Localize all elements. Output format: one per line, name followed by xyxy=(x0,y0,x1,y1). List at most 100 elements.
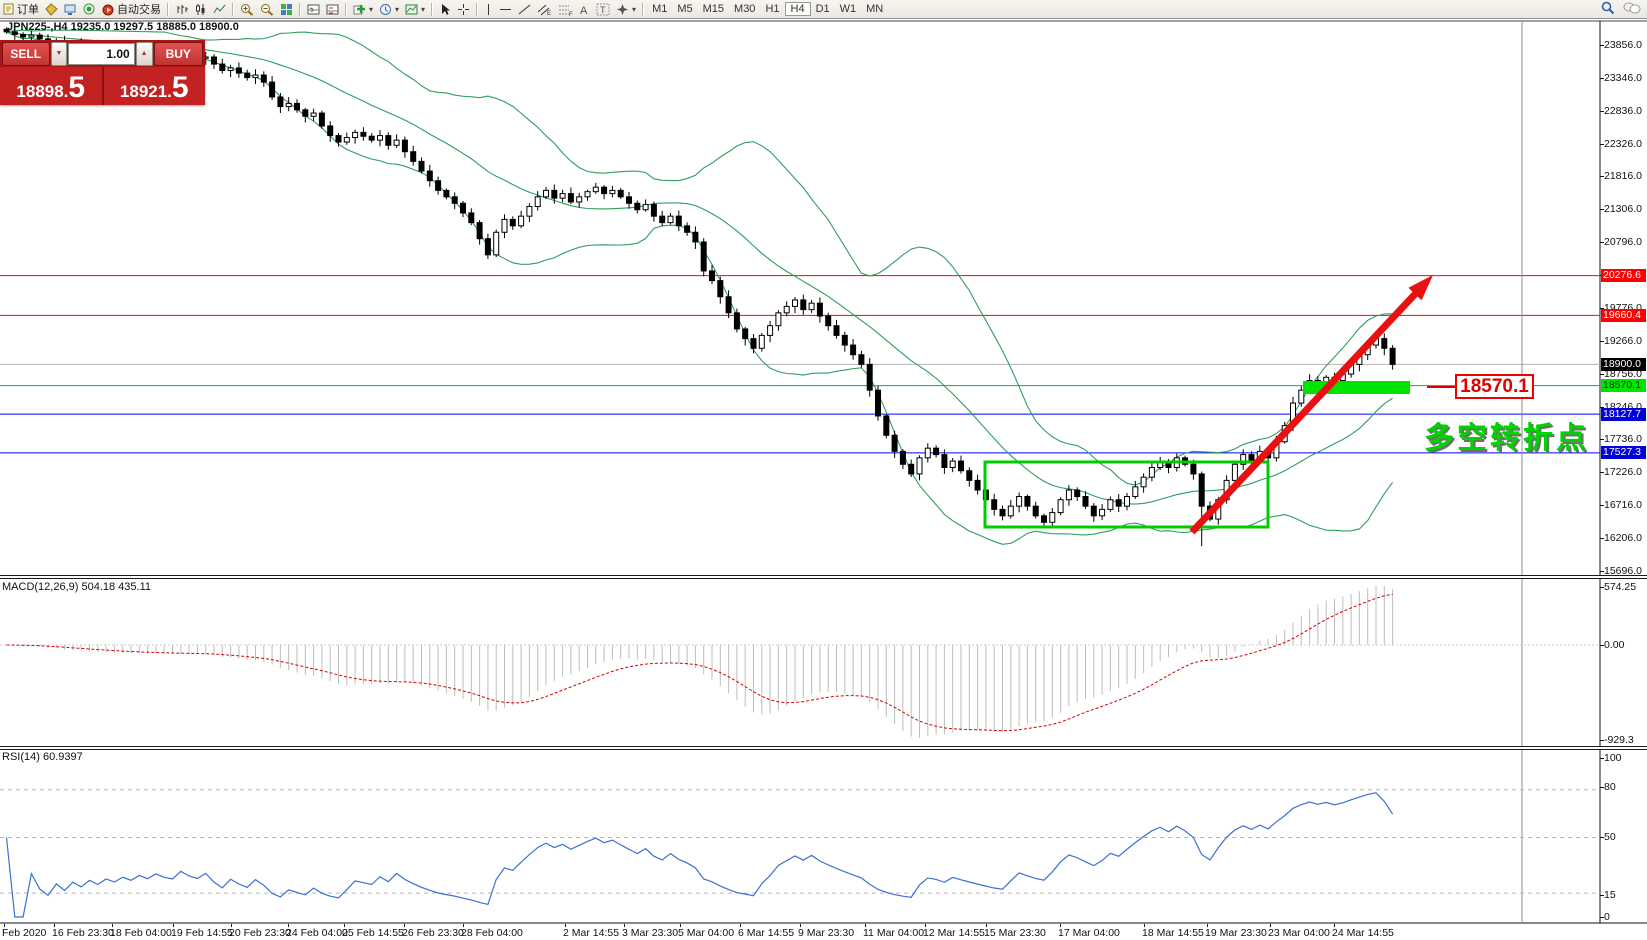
candle-body xyxy=(410,151,417,162)
candlestick-icon xyxy=(196,3,205,15)
search-icon[interactable] xyxy=(1601,1,1615,15)
timeframe-m30[interactable]: M30 xyxy=(734,3,756,15)
chevron-down-icon: ▾ xyxy=(395,4,400,14)
vline-tool-button[interactable] xyxy=(481,1,496,17)
label-tool-button[interactable]: T xyxy=(593,1,613,17)
trend-arrow-line[interactable] xyxy=(1189,289,1420,535)
line-chart-button[interactable] xyxy=(210,1,229,17)
candle-body xyxy=(750,338,757,349)
candle-body xyxy=(468,212,475,224)
web-terminal-button[interactable] xyxy=(61,1,80,17)
signals-button[interactable] xyxy=(80,1,99,17)
data-window-icon xyxy=(307,4,320,14)
chevron-down-icon: ▾ xyxy=(369,4,374,14)
tile-windows-button[interactable] xyxy=(277,1,296,17)
turning-point-note[interactable]: 多空转折点 xyxy=(1424,422,1589,455)
channel-tool-button[interactable]: E xyxy=(534,1,555,17)
price-callout-box[interactable]: 18570.1 xyxy=(1455,374,1534,399)
one-click-trading-panel: SELL ▼ 1.00 ▲ BUY 18898. 5 18921. 5 xyxy=(0,40,205,105)
candle-body xyxy=(866,363,873,391)
sell-price[interactable]: 18898. 5 xyxy=(0,67,104,105)
timeframe-h1[interactable]: H1 xyxy=(765,3,780,15)
candle-body xyxy=(966,470,973,481)
candle-body xyxy=(800,299,807,311)
clock-icon xyxy=(380,3,392,15)
candle-body xyxy=(1132,486,1139,497)
navigator-icon xyxy=(326,4,339,14)
zoom-in-button[interactable] xyxy=(237,1,257,17)
candle-body xyxy=(310,112,317,117)
price-tick-label: 19266.0 xyxy=(1604,335,1642,347)
trend-arrow-head[interactable] xyxy=(1408,275,1433,301)
autotrading-button[interactable]: 自动交易 xyxy=(99,1,164,17)
price-tick-label-tick xyxy=(1600,472,1604,473)
timeframe-h4[interactable]: H4 xyxy=(784,2,811,16)
chat-icon[interactable] xyxy=(1623,1,1641,15)
toolbar-separator xyxy=(642,2,645,16)
zoom-out-button[interactable] xyxy=(257,1,277,17)
candle-body xyxy=(1190,463,1197,475)
timeframe-m15[interactable]: M15 xyxy=(702,3,725,15)
text-tool-button[interactable]: A xyxy=(576,1,593,17)
new-order-button[interactable]: 订单 xyxy=(0,1,42,17)
add-indicator-button[interactable]: ▾ xyxy=(350,1,376,17)
data-window-button[interactable] xyxy=(304,1,323,17)
cursor-tool-button[interactable] xyxy=(436,1,454,17)
candle-body xyxy=(808,302,815,311)
candle-body xyxy=(601,186,608,195)
lot-decrease-button[interactable]: ▼ xyxy=(50,41,68,66)
candle-body xyxy=(252,74,259,79)
buy-price[interactable]: 18921. 5 xyxy=(103,67,205,105)
crosshair-tool-button[interactable] xyxy=(454,1,473,17)
deposit-button[interactable] xyxy=(42,1,61,17)
cursor-icon xyxy=(442,3,451,15)
candle-body xyxy=(36,34,43,40)
rsi-axis-label: 0 xyxy=(1604,911,1610,923)
candle-body xyxy=(1198,473,1205,507)
candle-body xyxy=(1389,347,1396,365)
pane-resize-handle[interactable] xyxy=(0,746,1647,750)
time-tick-label: 18 Feb 04:00 xyxy=(110,927,172,939)
candle-chart-button[interactable] xyxy=(191,1,210,17)
time-tick-label: 25 Feb 14:55 xyxy=(342,927,404,939)
time-tick xyxy=(565,924,566,927)
navigator-button[interactable] xyxy=(323,1,342,17)
template-button[interactable]: ▾ xyxy=(402,1,428,17)
toolbar-separator xyxy=(167,2,169,16)
candle-body xyxy=(426,170,433,182)
lot-size-input[interactable]: 1.00 xyxy=(68,42,135,65)
timeframe-m5[interactable]: M5 xyxy=(677,3,693,15)
macd-axis-label: 574.25 xyxy=(1604,581,1637,593)
trendline-tool-button[interactable] xyxy=(515,1,534,17)
bar-chart-button[interactable] xyxy=(172,1,191,17)
price-tick-label-tick xyxy=(1600,538,1604,539)
period-button[interactable]: ▾ xyxy=(376,1,402,17)
candle-body xyxy=(1016,495,1023,507)
new-order-label: 订单 xyxy=(17,4,39,16)
candle-body xyxy=(634,202,641,211)
time-tick-label: 23 Mar 04:00 xyxy=(1268,927,1330,939)
fibonacci-tool-button[interactable]: F xyxy=(555,1,576,17)
price-tick-label: 21816.0 xyxy=(1604,170,1642,182)
price-tick-label-tick xyxy=(1600,209,1604,210)
time-tick xyxy=(740,924,741,927)
price-tick-label-tick xyxy=(1600,45,1604,46)
price-tick-label-tick xyxy=(1600,439,1604,440)
shapes-tool-button[interactable]: ▾ xyxy=(613,1,639,17)
hline-tool-button[interactable] xyxy=(496,1,515,17)
timeframe-d1[interactable]: D1 xyxy=(815,3,830,15)
timeframe-m1[interactable]: M1 xyxy=(652,3,668,15)
timeframe-mn[interactable]: MN xyxy=(866,3,884,15)
timeframe-w1[interactable]: W1 xyxy=(839,3,857,15)
price-line-label: 18127.7 xyxy=(1601,408,1646,421)
price-tick-label: 18756.0 xyxy=(1604,368,1642,380)
sell-button[interactable]: SELL xyxy=(2,41,50,66)
time-tick-label: 24 Mar 14:55 xyxy=(1332,927,1394,939)
pane-resize-handle[interactable] xyxy=(0,575,1647,579)
buy-button[interactable]: BUY xyxy=(153,41,204,66)
candle-body xyxy=(667,215,674,224)
autotrading-icon xyxy=(102,4,114,15)
consolidation-rectangle[interactable] xyxy=(983,460,1270,529)
lot-increase-button[interactable]: ▲ xyxy=(135,41,153,66)
